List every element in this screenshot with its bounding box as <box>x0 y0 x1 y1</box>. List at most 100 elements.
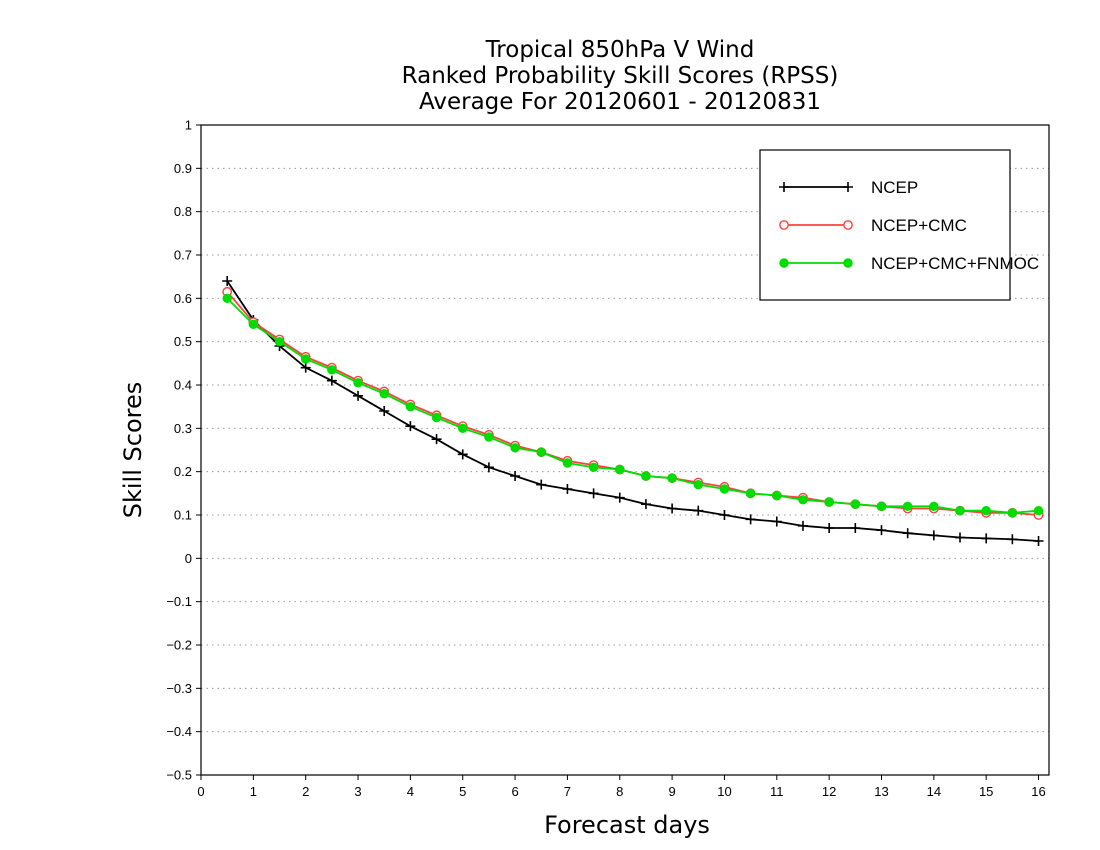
y-tick-label: 0.6 <box>174 291 192 306</box>
y-tick-label: 1 <box>185 118 192 133</box>
data-point <box>326 375 337 386</box>
data-point <box>1033 505 1044 516</box>
data-point <box>431 412 442 423</box>
data-point <box>1033 536 1044 546</box>
data-point <box>379 388 389 399</box>
x-tick-label: 2 <box>302 784 309 799</box>
y-tick-label: 0.8 <box>174 204 192 219</box>
data-point <box>274 336 285 347</box>
y-tick-label: −0.1 <box>166 594 192 609</box>
data-point <box>300 354 311 364</box>
chart-title-line-1: Tropical 850hPa V Wind <box>485 37 755 63</box>
x-tick-label: 9 <box>668 784 675 799</box>
data-point <box>719 510 730 520</box>
data-point <box>405 401 416 412</box>
y-tick-label: 0.4 <box>174 378 192 393</box>
y-tick-label: 0.5 <box>174 334 192 349</box>
data-point <box>510 471 521 481</box>
data-point <box>562 458 573 468</box>
x-tick-label: 12 <box>822 784 836 799</box>
data-point <box>843 258 853 268</box>
y-tick-label: −0.2 <box>166 638 192 653</box>
data-point <box>850 499 861 509</box>
data-point <box>1007 508 1018 518</box>
data-point <box>824 523 835 533</box>
y-axis-label: Skill Scores <box>119 382 147 519</box>
x-tick-label: 16 <box>1031 784 1045 799</box>
data-point <box>902 528 913 539</box>
data-point <box>779 220 789 230</box>
x-tick-label: 5 <box>459 784 466 799</box>
series-line <box>226 297 1039 514</box>
chart-title-line-3: Average For 20120601 - 20120831 <box>418 89 822 115</box>
data-point <box>902 501 913 512</box>
data-point <box>772 490 782 501</box>
legend-label: NCEP+CMC <box>871 216 967 235</box>
data-point <box>797 520 808 531</box>
data-point <box>379 406 390 416</box>
data-point <box>779 258 789 268</box>
data-point <box>222 293 232 304</box>
data-point <box>798 495 808 505</box>
data-point <box>779 182 789 192</box>
data-point <box>483 462 494 473</box>
axis-ticks: −0.5 −0.4 −0.3 −0.2 −0.1 0 0.1 0.2 0.3 0.4 0.5 0.6 0… <box>166 118 1045 800</box>
chart-title-line-2: Ranked Probability Skill Scores (RPSS) <box>401 63 839 89</box>
data-point <box>353 390 364 401</box>
data-point <box>536 447 546 457</box>
x-tick-label: 11 <box>770 784 784 799</box>
data-point <box>484 432 494 442</box>
data-point <box>536 479 547 490</box>
legend: NCEP NCEP+CMC NCEP+CMC+FNMOC <box>759 149 1039 301</box>
x-tick-label: 8 <box>616 784 623 799</box>
x-tick-label: 15 <box>979 784 993 799</box>
data-point <box>222 276 233 286</box>
data-point <box>693 505 704 516</box>
x-tick-label: 10 <box>717 784 731 799</box>
series-line <box>226 291 1039 516</box>
data-point <box>955 532 966 543</box>
data-point <box>405 421 416 432</box>
y-tick-label: −0.3 <box>166 681 192 696</box>
x-tick-label: 13 <box>874 784 888 799</box>
data-point <box>562 484 573 494</box>
data-point <box>588 462 599 473</box>
x-tick-label: 0 <box>197 784 204 799</box>
x-tick-label: 3 <box>354 784 361 799</box>
data-point <box>667 503 678 514</box>
x-tick-label: 4 <box>407 784 414 799</box>
series-group <box>222 276 1044 546</box>
data-point <box>327 365 337 375</box>
data-point <box>876 501 887 512</box>
data-point <box>981 505 991 516</box>
data-point <box>248 319 259 330</box>
data-point <box>457 449 468 460</box>
data-point <box>693 479 703 490</box>
data-point <box>640 499 651 510</box>
legend-label: NCEP+CMC+FNMOC <box>871 254 1039 273</box>
data-point <box>929 501 939 512</box>
data-point <box>981 533 992 544</box>
legend-label: NCEP <box>871 178 918 197</box>
data-point <box>667 473 677 483</box>
y-tick-label: 0.3 <box>174 421 192 436</box>
data-point <box>928 530 939 541</box>
y-tick-label: 0 <box>185 551 192 566</box>
data-point <box>843 182 853 192</box>
data-point <box>1007 534 1018 545</box>
x-tick-label: 6 <box>511 784 518 799</box>
series-line <box>226 280 1039 542</box>
data-point <box>641 471 651 481</box>
y-tick-label: −0.5 <box>166 768 192 783</box>
data-point <box>588 488 599 499</box>
x-tick-label: 7 <box>564 784 571 799</box>
data-point <box>431 434 442 445</box>
series-ncep-cmc <box>222 286 1044 520</box>
data-point <box>353 378 363 388</box>
data-point <box>771 516 782 527</box>
x-axis-label: Forecast days <box>544 811 710 839</box>
y-tick-label: 0.2 <box>174 464 192 479</box>
data-point <box>876 525 887 536</box>
data-point <box>745 514 756 525</box>
